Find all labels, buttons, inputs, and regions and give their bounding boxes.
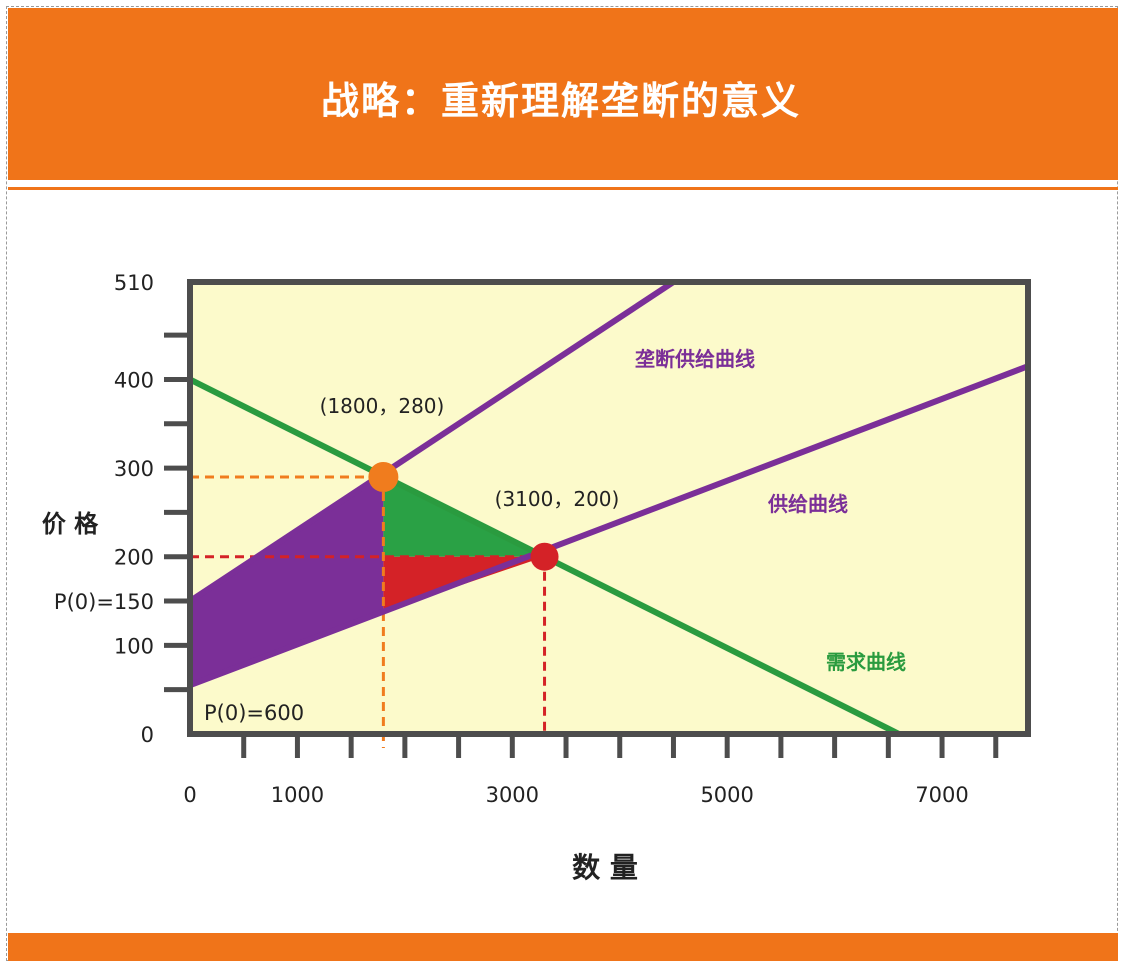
x-tick-label: 5000 xyxy=(700,783,753,807)
supply-curve xyxy=(190,363,1028,689)
axes-frame xyxy=(187,279,1031,737)
x-tick-label: 1000 xyxy=(271,783,324,807)
monopoly-surplus-area xyxy=(190,477,384,686)
y-tick-label: 300 xyxy=(114,457,154,481)
y-tick-label: 0 xyxy=(141,723,154,747)
y-tick-label: 400 xyxy=(114,368,154,392)
monopoly-supply-label: 垄断供给曲线 xyxy=(635,347,755,371)
equilibrium-point-marker xyxy=(530,542,559,571)
title-rule xyxy=(8,187,1118,190)
x-tick-label: 3000 xyxy=(486,783,539,807)
supply-label: 供给曲线 xyxy=(767,492,848,516)
x-tick-label: 0 xyxy=(183,783,196,807)
demand-label: 需求曲线 xyxy=(826,650,906,674)
monopoly-point-marker xyxy=(368,461,399,492)
y-tick-label: 100 xyxy=(114,634,154,658)
monopoly-supply-curve xyxy=(190,282,676,604)
y-tick-label: 200 xyxy=(114,546,154,570)
page-title: 战略：重新理解垄断的意义 xyxy=(320,79,801,123)
producer-loss-area xyxy=(383,556,545,612)
y-axis-title: 价 格 xyxy=(42,510,99,538)
p0-annotation: P(0)=600 xyxy=(204,701,304,725)
monopoly-point-label: (1800，280) xyxy=(320,394,445,418)
y-tick-label: P(0)=150 xyxy=(54,590,154,614)
x-axis-title: 数 量 xyxy=(572,851,638,884)
equilibrium-point-label: (3100，200) xyxy=(495,487,620,511)
footer-bar xyxy=(8,933,1118,961)
y-tick-label: 510 xyxy=(114,271,154,295)
x-tick-label: 7000 xyxy=(915,783,968,807)
title-banner xyxy=(8,8,1118,180)
